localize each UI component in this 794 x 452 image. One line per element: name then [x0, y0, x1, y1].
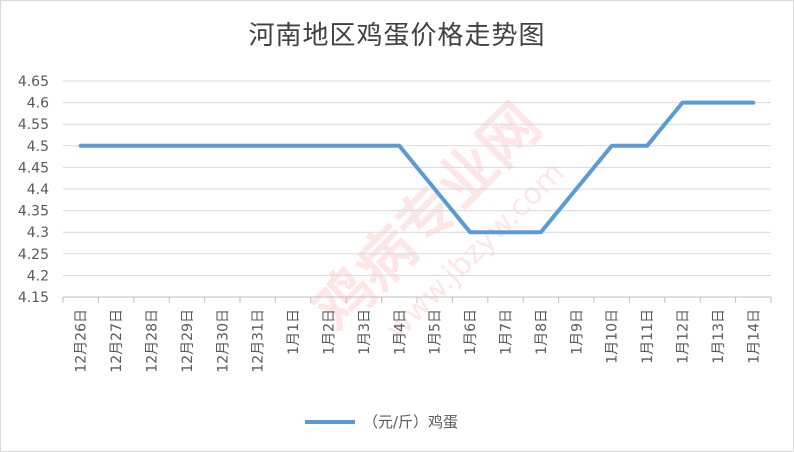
x-tick-label: 12月26日	[74, 309, 90, 373]
x-tick-label: 1月7日	[499, 309, 515, 355]
legend: （元/斤）鸡蛋	[305, 413, 458, 431]
chart-title: 河南地区鸡蛋价格走势图	[248, 21, 546, 51]
x-tick-label: 1月8日	[534, 309, 550, 355]
y-tick-label: 4.4	[27, 182, 49, 198]
y-tick-label: 4.3	[27, 225, 49, 241]
y-tick-label: 4.6	[27, 96, 49, 112]
x-tick-label: 1月6日	[463, 309, 479, 355]
x-tick-label: 1月1日	[286, 309, 302, 355]
x-tick-label: 1月14日	[746, 309, 762, 364]
y-tick-label: 4.35	[18, 204, 49, 220]
x-tick-label: 1月4日	[392, 309, 408, 355]
y-tick-label: 4.25	[18, 247, 49, 263]
x-tick-label: 1月9日	[569, 309, 585, 355]
y-tick-label: 4.55	[18, 117, 49, 133]
x-tick-label: 12月27日	[109, 309, 125, 373]
x-tick-label: 12月29日	[180, 309, 196, 373]
x-tick-label: 1月3日	[357, 309, 373, 355]
series-layer	[78, 100, 756, 235]
axis-layer: 4.15 4.2 4.25 4.3 4.35 4.4 4.45 4.5 4.55 4.6 4.65 1…	[18, 74, 772, 373]
x-tick-label: 12月31日	[251, 309, 267, 373]
y-tick-label: 4.65	[18, 74, 49, 90]
x-tick-label: 1月2日	[322, 309, 338, 355]
x-tick-label: 1月5日	[428, 309, 444, 355]
x-tick-label: 1月11日	[640, 309, 656, 364]
legend-label: （元/斤）鸡蛋	[363, 413, 458, 431]
x-tick-label: 1月12日	[676, 309, 692, 364]
y-tick-label: 4.45	[18, 160, 49, 176]
y-tick-label: 4.2	[27, 268, 49, 284]
series-line	[78, 100, 756, 235]
x-tick-label: 12月28日	[145, 309, 161, 373]
y-tick-label: 4.5	[27, 139, 49, 155]
x-tick-label: 12月30日	[215, 309, 231, 373]
grid-layer	[63, 80, 771, 276]
y-tick-label: 4.15	[18, 290, 49, 306]
x-tick-label: 1月13日	[711, 309, 727, 364]
x-tick-label: 1月10日	[605, 309, 621, 364]
